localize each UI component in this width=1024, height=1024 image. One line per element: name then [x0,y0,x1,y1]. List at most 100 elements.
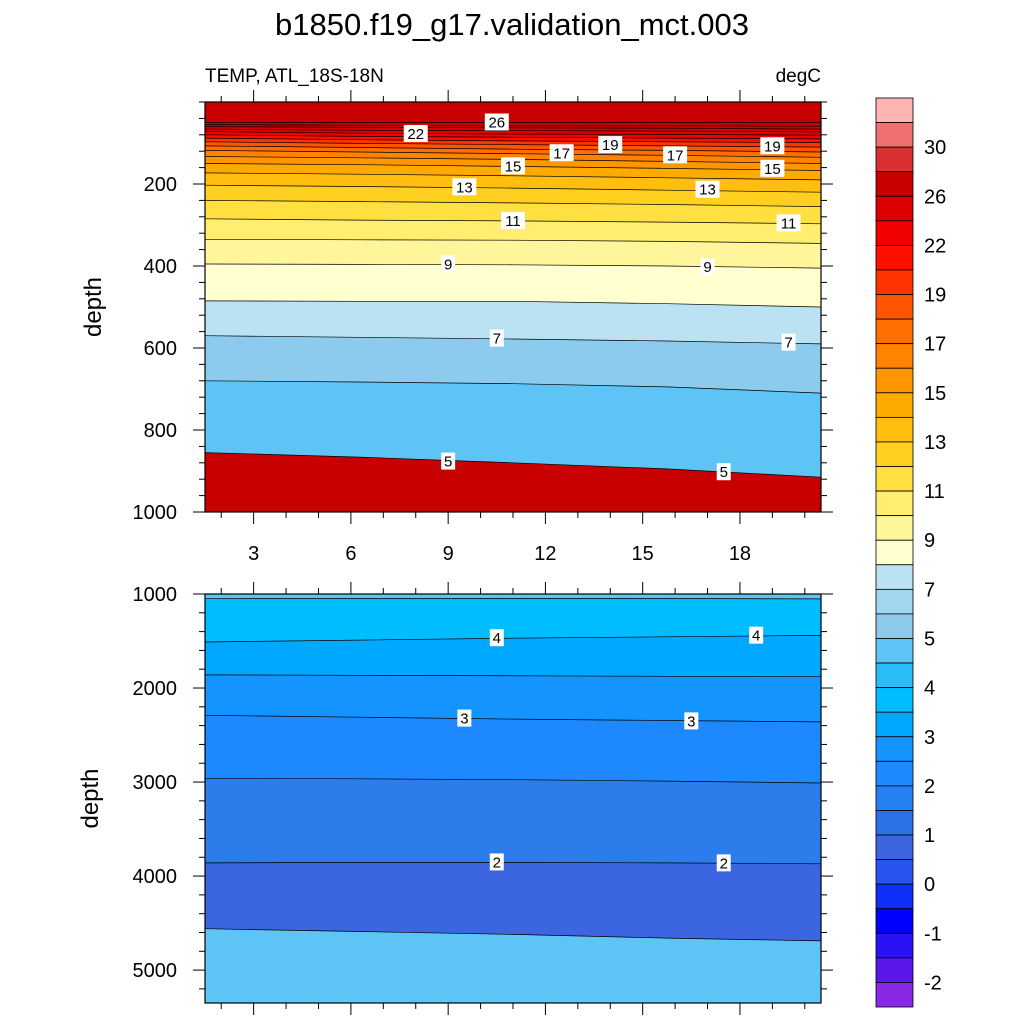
contour-label-box [695,180,720,198]
colorbar-label: 30 [924,137,946,159]
colorbar-box [875,760,914,787]
contour-label-box [403,124,428,142]
contour-label: 3 [687,713,695,730]
contour-line-1_5 [205,928,821,942]
contour-line-10 [205,238,821,244]
colorbar-box [875,588,914,615]
colorbar-box [875,416,914,443]
colorbar-label: -2 [924,972,942,994]
x-tick-label: 15 [632,543,654,565]
fill-band-4 [205,594,821,642]
y-tick-label: 3000 [133,772,178,794]
colorbar-label: -1 [924,923,942,945]
contour-line-23 [205,128,821,133]
contour-label-box [760,159,785,177]
colorbar-label: 19 [924,285,946,307]
contour-line-3_5 [205,674,821,678]
contour-label-box [441,255,456,273]
x-tick-label: 6 [345,543,356,565]
contour-label: 19 [602,137,619,154]
upper-panel: 26 22 19 19 17 17 15 15 13 13 11 11 9 9 7 7 5 5 200 400 600 8… [80,90,833,565]
colorbar-box [875,490,914,517]
contour-label: 13 [699,182,716,199]
fill-band-warmest [205,594,821,599]
contour-label-box [716,854,731,872]
colorbar-box [875,171,914,197]
x-tick-label: 12 [534,543,556,565]
contour-label-box [484,113,509,131]
contour-label: 26 [488,115,505,132]
contour-line-4_5 [205,598,821,600]
colorbar-box [875,441,914,467]
contour-label: 11 [781,215,797,232]
right-subtitle: degC [776,66,821,87]
contour-label-box [489,853,504,871]
contour-line-25 [205,124,821,127]
y-tick-label: 1000 [133,502,178,524]
contour-label: 7 [493,331,501,348]
colorbar-label: 2 [924,776,935,798]
colorbar-label: 13 [924,432,946,454]
colorbar-box [875,466,914,492]
colorbar-box [875,662,914,689]
contour-label-box [501,211,525,229]
contour-line-17 [205,150,821,158]
colorbar-box [875,245,914,271]
contour-label: 22 [407,126,424,143]
colorbar-label: 0 [924,874,935,896]
contour-label: 4 [493,630,501,647]
colorbar-box [875,859,914,885]
y-tick-label: 400 [144,256,177,278]
colorbar-box [875,146,914,173]
colorbar-box [875,982,914,1008]
fill-band-warmest [205,102,821,123]
colorbar-box [875,392,914,418]
colorbar-box [875,515,914,541]
contour-label: 11 [505,213,521,230]
y-tick-label: 5000 [133,960,178,982]
colorbar-box [875,343,914,369]
y-tick-label: 2000 [133,678,178,700]
contour-line-12 [205,200,821,207]
colorbar-label: 26 [924,186,946,208]
colorbar-box [875,269,914,295]
contour-label: 9 [703,259,711,276]
colorbar-box [875,122,914,148]
chart-title: b1850.f19_g17.validation_mct.003 [275,7,749,42]
contour-line-19 [205,141,821,148]
colorbar-box [875,834,914,860]
contour-label-box [452,178,477,196]
colorbar-box [875,687,914,713]
colorbar-box [875,318,914,345]
contour-label: 2 [493,854,501,871]
y-tick-label: 600 [144,338,177,360]
contour-line-24 [205,126,821,130]
left-subtitle: TEMP, ATL_18S-18N [205,66,384,87]
contour-line-9 [205,263,821,269]
colorbar-label: 5 [924,628,935,650]
colorbar-label: 17 [924,334,946,356]
contour-label-box [700,258,715,276]
x-tick-label: 9 [443,543,454,565]
contour-label: 9 [444,256,452,273]
colorbar-box [875,908,914,934]
colorbar-box [875,932,914,959]
contour-label: 7 [784,335,792,352]
contour-label-box [441,452,456,470]
contour-label-box [489,629,504,647]
contour-label: 4 [752,628,760,645]
colorbar-label: 22 [924,235,946,257]
contour-label-box [457,709,472,727]
y-tick-label: 200 [144,174,177,196]
contour-line-3 [205,714,821,723]
colorbar-box [875,957,914,983]
y-tick-label: 4000 [133,866,178,888]
contour-label: 2 [720,855,728,872]
colorbar-label: 4 [924,678,935,700]
contour-line-8 [205,300,821,308]
contour-label: 17 [667,147,684,164]
colorbar-label: 15 [924,383,946,405]
contour-label-box [760,137,785,155]
contour-line-14 [205,172,821,181]
contour-label: 15 [505,158,522,175]
